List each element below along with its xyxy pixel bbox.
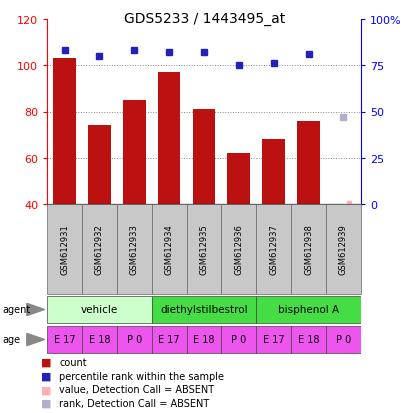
Bar [221,326,256,354]
Text: GSM612935: GSM612935 [199,224,208,275]
Text: age: age [2,335,20,345]
Text: P 0: P 0 [126,335,142,345]
Text: GSM612934: GSM612934 [164,224,173,275]
Bar [186,326,221,354]
Bar [227,154,249,204]
Text: ■: ■ [41,385,52,394]
Text: vehicle: vehicle [81,305,118,315]
Bar [297,121,319,204]
Text: percentile rank within the sample: percentile rank within the sample [59,371,224,381]
Text: bisphenol A: bisphenol A [277,305,338,315]
Bar [325,326,360,354]
Bar [151,204,186,294]
Bar [256,326,290,354]
Bar [157,73,180,204]
Text: GSM612938: GSM612938 [303,224,312,275]
Bar [53,59,76,204]
Bar [325,204,360,294]
Bar [290,204,325,294]
Text: GSM612939: GSM612939 [338,224,347,275]
Text: P 0: P 0 [335,335,350,345]
Text: agent: agent [2,305,30,315]
Text: diethylstilbestrol: diethylstilbestrol [160,305,247,315]
Bar [117,326,151,354]
Bar [82,326,117,354]
Bar [82,204,117,294]
Bar [186,204,221,294]
Polygon shape [27,304,45,316]
Bar [290,326,325,354]
Text: GDS5233 / 1443495_at: GDS5233 / 1443495_at [124,12,285,26]
Text: E 18: E 18 [193,335,214,345]
Bar [117,204,151,294]
Text: E 17: E 17 [54,335,75,345]
Text: GSM612931: GSM612931 [60,224,69,275]
Text: rank, Detection Call = ABSENT: rank, Detection Call = ABSENT [59,398,209,408]
Bar [47,204,82,294]
Text: E 18: E 18 [88,335,110,345]
Bar [192,110,215,204]
Text: ■: ■ [41,371,52,381]
Text: GSM612936: GSM612936 [234,224,243,275]
Text: E 17: E 17 [262,335,284,345]
Bar [221,204,256,294]
Bar [123,101,145,204]
Bar [47,326,82,354]
Bar [262,140,284,204]
Text: E 18: E 18 [297,335,319,345]
Text: count: count [59,357,87,367]
Text: GSM612937: GSM612937 [269,224,277,275]
Polygon shape [27,334,45,346]
Bar [151,326,186,354]
Bar [151,296,256,324]
Bar [47,296,151,324]
Text: P 0: P 0 [231,335,246,345]
Text: GSM612933: GSM612933 [130,224,138,275]
Text: ■: ■ [41,357,52,367]
Bar [88,126,110,204]
Text: ■: ■ [41,398,52,408]
Bar [256,204,290,294]
Text: value, Detection Call = ABSENT: value, Detection Call = ABSENT [59,385,214,394]
Text: E 17: E 17 [158,335,180,345]
Bar [256,296,360,324]
Text: GSM612932: GSM612932 [95,224,103,275]
